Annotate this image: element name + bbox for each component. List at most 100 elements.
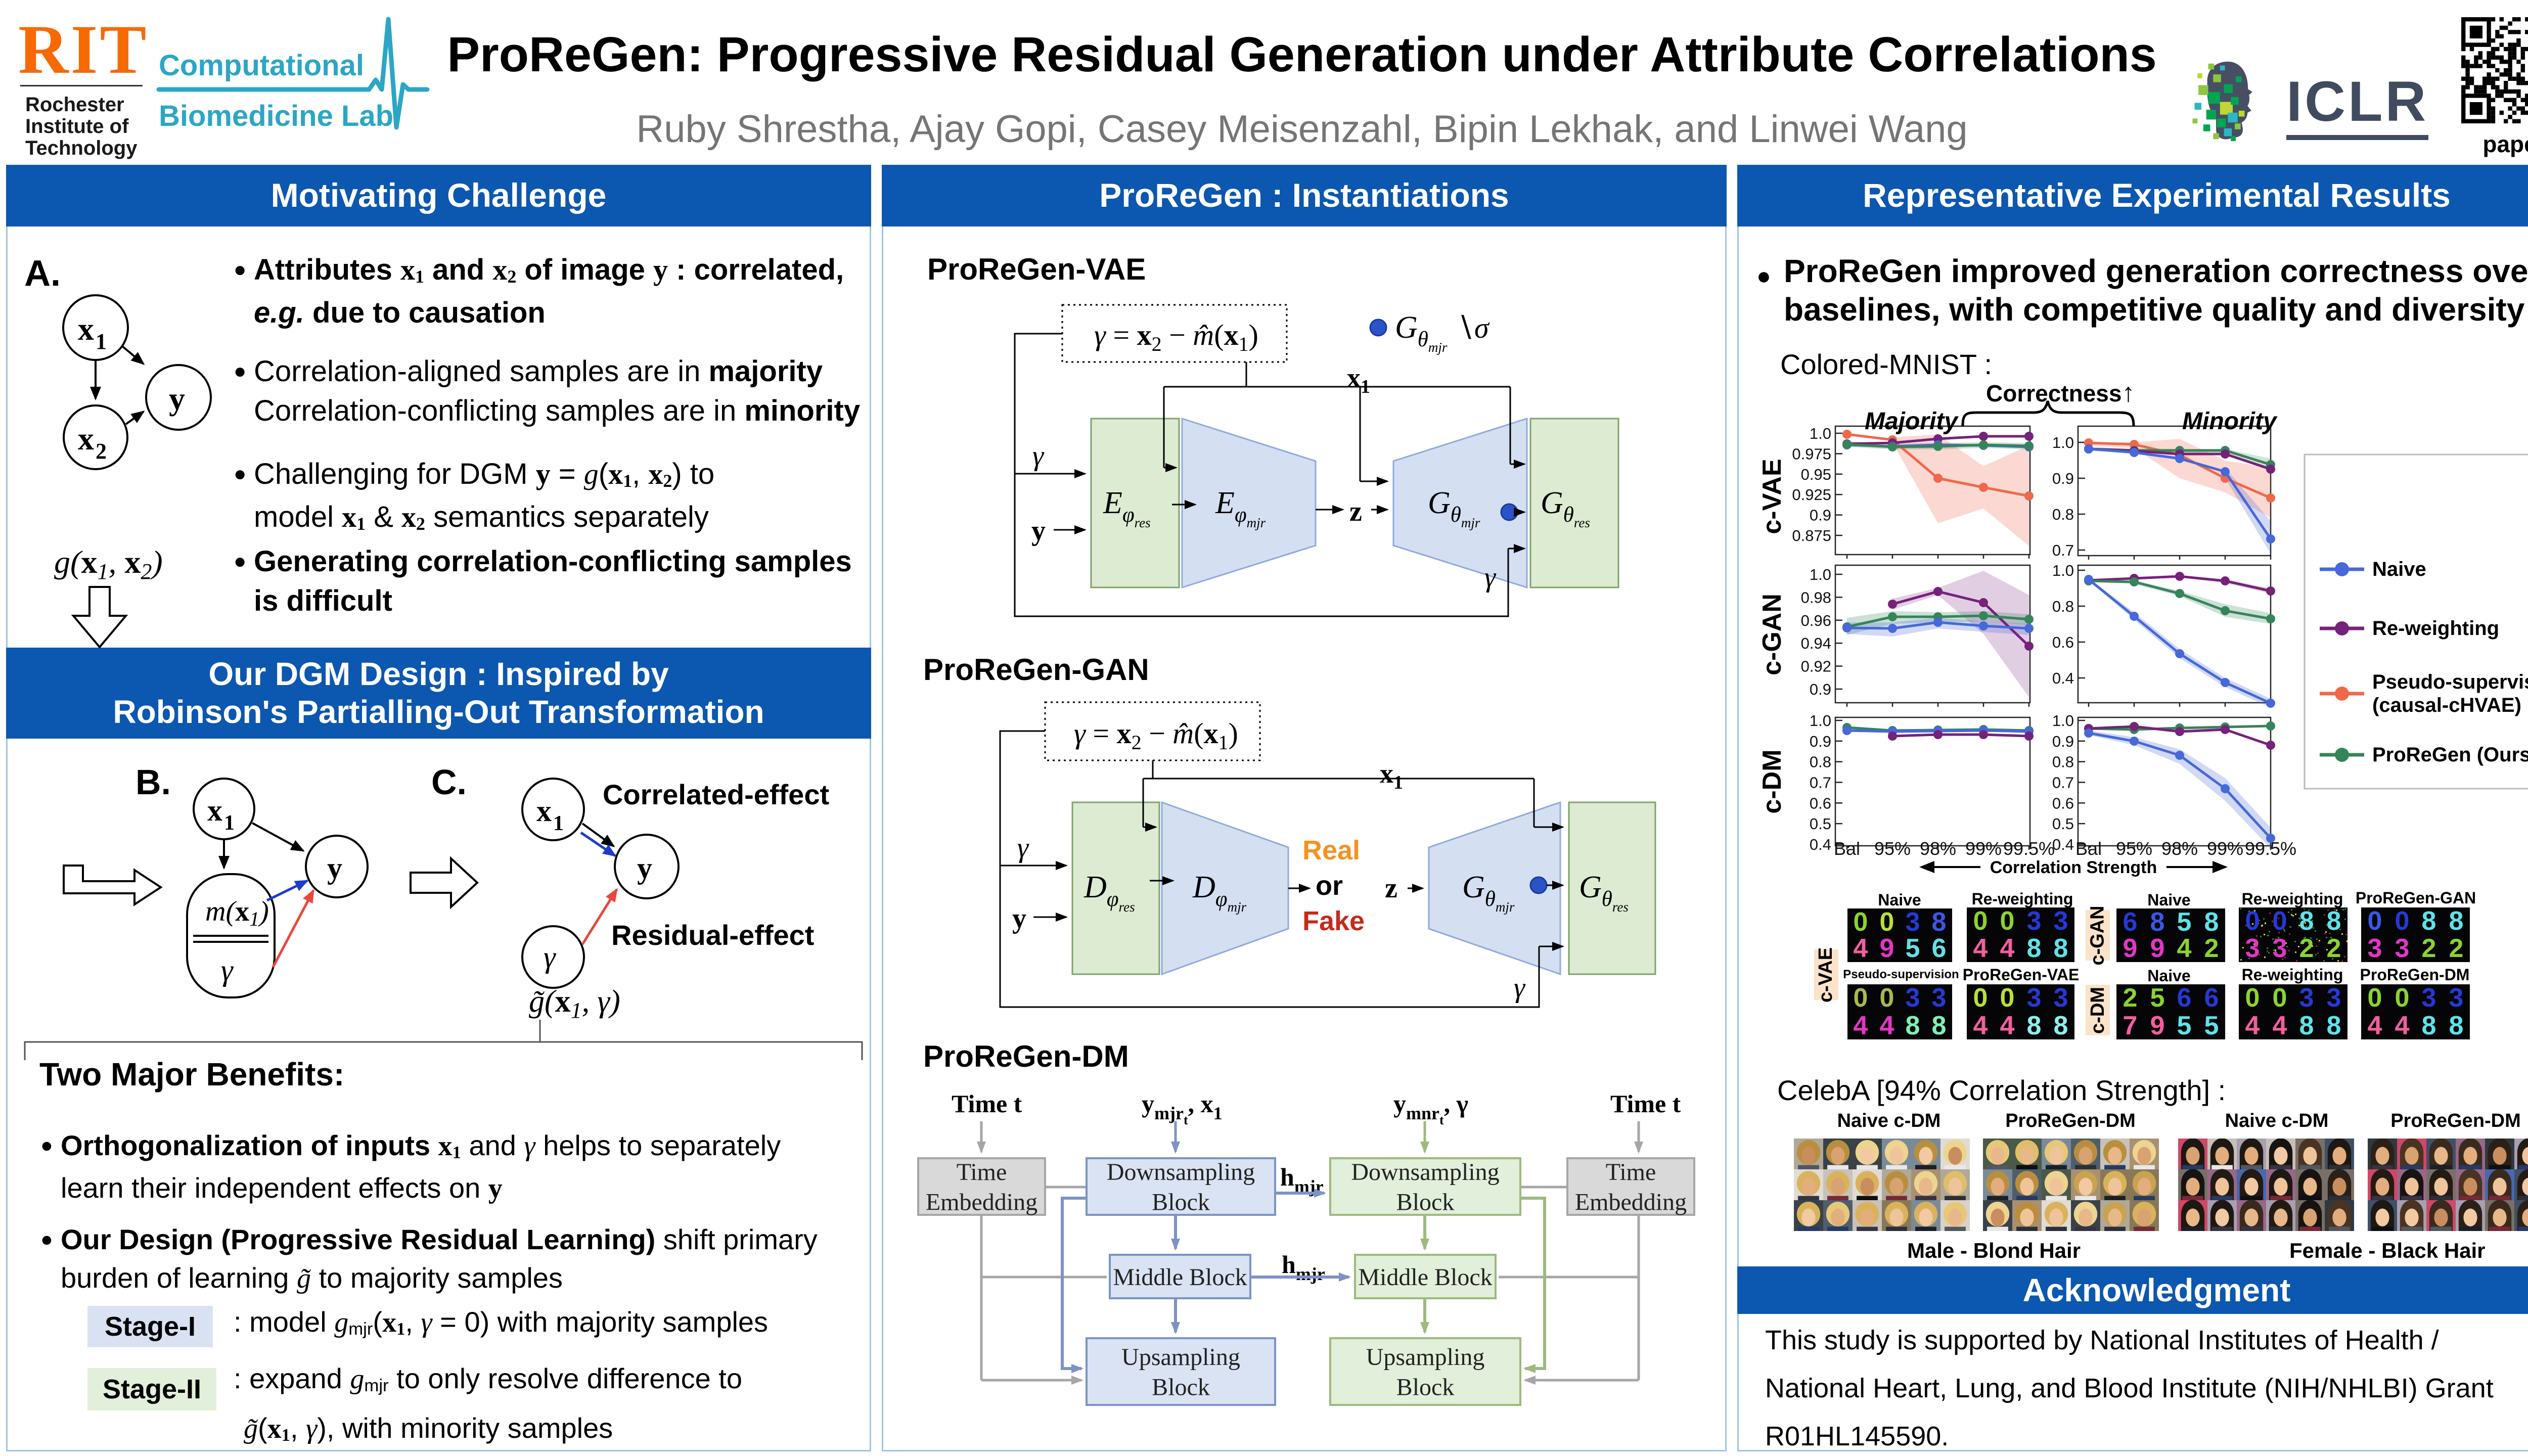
svg-text:or: or (1316, 871, 1343, 901)
svg-text:Embedding: Embedding (1575, 1189, 1687, 1216)
svg-text:0.9: 0.9 (2052, 470, 2074, 487)
svg-text:3: 3 (2395, 934, 2410, 962)
svg-text:0.6: 0.6 (1810, 794, 1831, 812)
svg-text:8: 8 (2027, 934, 2042, 962)
svg-text:c-DM: c-DM (1757, 749, 1787, 813)
svg-text:6: 6 (2123, 908, 2138, 937)
svg-text:99%: 99% (1965, 838, 2002, 859)
svg-text:Re-weighting: Re-weighting (2372, 617, 2499, 640)
svg-text:B.: B. (136, 762, 171, 802)
svg-text:4: 4 (2177, 934, 2192, 962)
svg-text:0.9: 0.9 (1810, 680, 1831, 698)
svg-text:ymjrt, x1: ymjrt, x1 (1142, 1089, 1223, 1127)
svg-text:∖σ: ∖σ (1456, 311, 1490, 344)
svg-text:99.5%: 99.5% (2003, 838, 2055, 859)
svg-text:8: 8 (2150, 908, 2165, 937)
svg-text:c-VAE: c-VAE (1757, 459, 1787, 534)
svg-text:7: 7 (2123, 1011, 2138, 1039)
svg-text:4: 4 (2273, 1011, 2287, 1039)
svg-text:4: 4 (2245, 1011, 2260, 1039)
svg-text:Fake: Fake (1302, 906, 1365, 936)
svg-text:4: 4 (2000, 934, 2015, 962)
svg-text:x1: x1 (1347, 362, 1370, 397)
svg-text:8: 8 (2449, 1011, 2464, 1039)
svg-text:y: y (327, 851, 342, 885)
svg-text:3: 3 (2027, 907, 2042, 936)
svg-text:c-GAN: c-GAN (1757, 594, 1787, 675)
svg-text:8: 8 (2327, 1011, 2341, 1039)
svg-text:0.5: 0.5 (2052, 815, 2074, 833)
svg-text:hmjr: hmjr (1280, 1163, 1324, 1197)
svg-text:Time t: Time t (1610, 1089, 1681, 1118)
svg-text:Upsampling: Upsampling (1366, 1344, 1485, 1371)
svg-text:8: 8 (2054, 934, 2068, 962)
svg-text:γ: γ (1032, 440, 1045, 472)
svg-text:95%: 95% (1874, 838, 1911, 859)
svg-text:ymnrt, γ: ymnrt, γ (1393, 1089, 1468, 1127)
svg-text:3: 3 (2054, 984, 2068, 1013)
svg-text:Pseudo-supervision: Pseudo-supervision (2372, 671, 2528, 693)
svg-text:γ: γ (1484, 562, 1497, 593)
svg-text:8: 8 (1932, 1011, 1947, 1039)
svg-text:0: 0 (1854, 984, 1868, 1013)
svg-text:x: x (78, 311, 94, 347)
svg-text:Time: Time (1606, 1159, 1656, 1186)
svg-text:6: 6 (2204, 984, 2219, 1013)
svg-text:99%: 99% (2207, 838, 2243, 859)
svg-text:y: y (169, 381, 185, 417)
svg-text:y: y (1031, 515, 1046, 547)
svg-text:0: 0 (1880, 908, 1894, 937)
svg-text:Gθmjr: Gθmjr (1395, 310, 1448, 355)
svg-text:0.8: 0.8 (2052, 753, 2074, 771)
svg-text:0.925: 0.925 (1792, 486, 1831, 504)
svg-text:x: x (207, 794, 222, 827)
svg-text:y: y (1012, 903, 1026, 934)
svg-text:9: 9 (2150, 934, 2165, 962)
svg-text:ProReGen (Ours): ProReGen (Ours) (2372, 744, 2528, 766)
svg-text:98%: 98% (2161, 838, 2198, 859)
svg-text:8: 8 (2327, 907, 2341, 936)
svg-text:1.0: 1.0 (2052, 434, 2074, 451)
svg-text:Upsampling: Upsampling (1121, 1344, 1240, 1371)
svg-text:y: y (637, 851, 652, 885)
svg-text:Correlation Strength: Correlation Strength (1990, 858, 2157, 877)
svg-text:γ: γ (1017, 832, 1029, 863)
svg-text:0.8: 0.8 (2052, 506, 2074, 523)
svg-text:8: 8 (2299, 907, 2314, 936)
svg-text:2: 2 (2327, 934, 2341, 962)
svg-text:0.4: 0.4 (1810, 836, 1831, 853)
svg-text:8: 8 (1932, 908, 1947, 937)
svg-text:8: 8 (2299, 1011, 2314, 1039)
svg-text:0: 0 (2245, 984, 2260, 1013)
svg-text:z: z (1385, 873, 1397, 904)
svg-text:6: 6 (2177, 984, 2192, 1013)
svg-text:m(x1): m(x1) (205, 896, 269, 930)
svg-text:g(x1, x2): g(x1, x2) (54, 544, 163, 584)
svg-text:6: 6 (1932, 934, 1947, 962)
svg-text:3: 3 (1906, 984, 1920, 1013)
svg-text:Middle Block: Middle Block (1113, 1264, 1247, 1291)
svg-text:0.5: 0.5 (1810, 815, 1831, 833)
svg-text:9: 9 (2123, 934, 2138, 962)
svg-text:0: 0 (1854, 908, 1868, 937)
svg-text:0: 0 (2395, 907, 2410, 936)
svg-text:2: 2 (2123, 984, 2138, 1013)
svg-text:0: 0 (2000, 907, 2015, 936)
svg-text:0.96: 0.96 (1801, 612, 1831, 629)
svg-text:0.7: 0.7 (2052, 774, 2074, 792)
svg-text:0.7: 0.7 (1810, 774, 1831, 792)
svg-text:0: 0 (2273, 907, 2287, 936)
svg-text:2: 2 (2299, 934, 2314, 962)
svg-text:0.9: 0.9 (2052, 733, 2074, 750)
svg-text:0.7: 0.7 (2052, 541, 2074, 559)
svg-text:5: 5 (1906, 934, 1920, 962)
svg-text:Time: Time (957, 1159, 1007, 1186)
svg-text:3: 3 (1906, 908, 1920, 937)
svg-text:0.6: 0.6 (2052, 633, 2074, 651)
svg-text:9: 9 (1880, 934, 1894, 962)
svg-text:2: 2 (2204, 934, 2219, 962)
svg-text:8: 8 (2027, 1011, 2042, 1039)
svg-text:3: 3 (2027, 984, 2042, 1013)
svg-text:γ: γ (544, 940, 556, 974)
svg-text:5: 5 (2204, 1011, 2219, 1039)
